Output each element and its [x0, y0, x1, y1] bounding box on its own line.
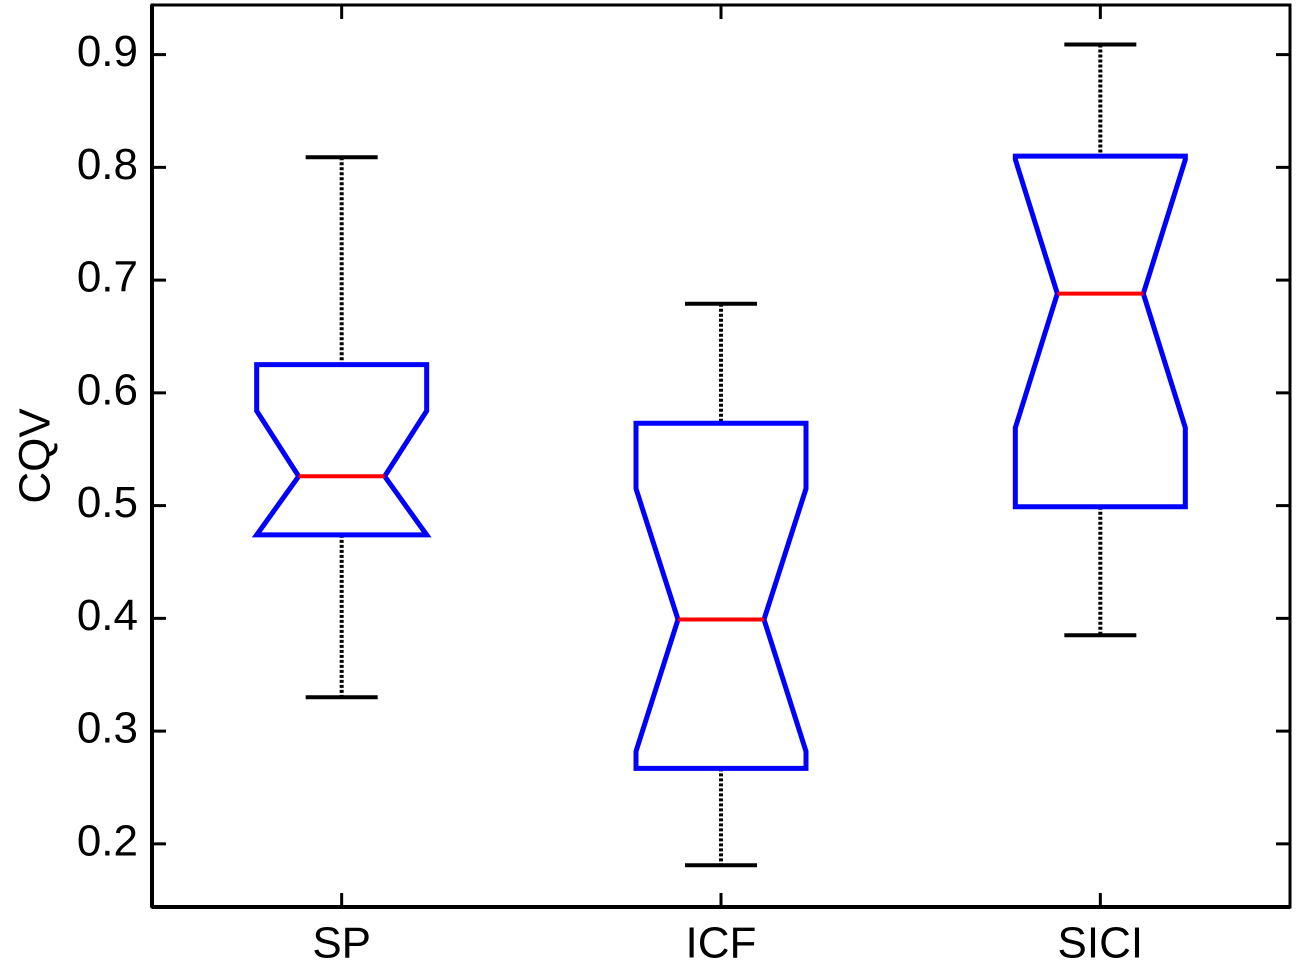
y-tick-label: 0.9 — [77, 27, 138, 76]
y-tick-label: 0.7 — [77, 253, 138, 302]
y-tick-label: 0.8 — [77, 140, 138, 189]
y-tick-label: 0.4 — [77, 591, 138, 640]
x-tick-label: SICI — [1058, 919, 1144, 968]
plot-frame — [150, 3, 1292, 909]
y-tick-label: 0.3 — [77, 704, 138, 753]
y-tick-label: 0.5 — [77, 478, 138, 527]
box — [251, 362, 432, 538]
y-axis-label: CQV — [11, 408, 60, 504]
x-tick-label: SP — [312, 919, 371, 968]
box — [633, 420, 809, 771]
box — [1012, 153, 1188, 510]
y-tick-label: 0.2 — [77, 816, 138, 865]
x-tick-label: ICF — [686, 919, 757, 968]
y-tick-label: 0.6 — [77, 365, 138, 414]
